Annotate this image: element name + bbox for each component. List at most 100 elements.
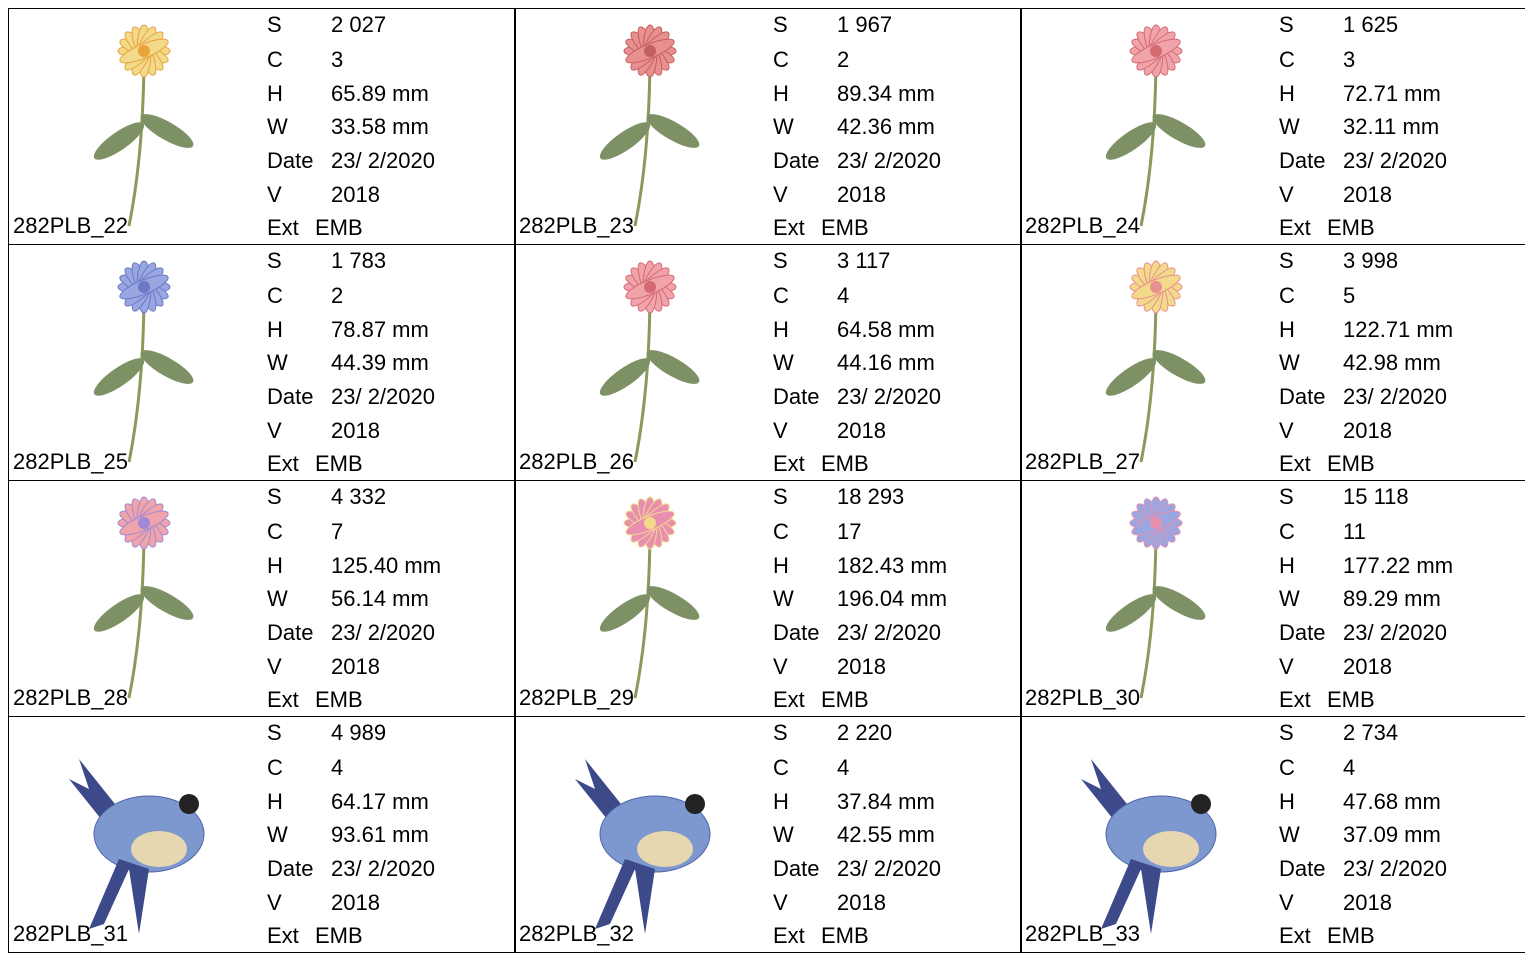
leaf [140, 350, 194, 384]
field-value: 2 734 [1343, 720, 1399, 745]
field-label: V [1279, 182, 1294, 207]
field-label: H [267, 553, 283, 578]
field-label: Ext [267, 687, 299, 712]
leaf [599, 594, 651, 632]
field-value: 2 027 [331, 12, 387, 37]
field-value: 4 [331, 755, 344, 780]
field-label: Date [1279, 148, 1326, 173]
field-value: 42.98 mm [1343, 350, 1441, 375]
field-value: 2 [331, 283, 344, 308]
field-value: EMB [821, 215, 869, 240]
field-label: C [1279, 283, 1295, 308]
field-value: 23/ 2/2020 [331, 620, 435, 645]
flower-center [138, 45, 150, 57]
field-value: 17 [837, 519, 862, 544]
leaf [93, 358, 145, 396]
design-name: 282PLB_23 [519, 213, 634, 238]
field-value: 23/ 2/2020 [1343, 856, 1447, 881]
field-value: 64.58 mm [837, 317, 935, 342]
field-label: H [267, 789, 283, 814]
design-preview [1105, 260, 1206, 463]
field-value: 23/ 2/2020 [837, 856, 941, 881]
field-value: EMB [1327, 215, 1375, 240]
field-label: H [267, 81, 283, 106]
tail [89, 859, 149, 934]
flower-center [1150, 517, 1162, 529]
design-name: 282PLB_22 [13, 213, 128, 238]
field-label: Ext [1279, 451, 1311, 476]
field-value: 72.71 mm [1343, 81, 1441, 106]
field-value: 2 220 [837, 720, 893, 745]
field-label: Ext [1279, 923, 1311, 948]
field-value: 64.17 mm [331, 789, 429, 814]
field-value: 23/ 2/2020 [331, 856, 435, 881]
field-value: 1 625 [1343, 12, 1399, 37]
field-label: W [267, 350, 288, 375]
field-label: Date [1279, 856, 1326, 881]
design-name: 282PLB_24 [1025, 213, 1140, 238]
design-cell: 282PLB_22 S 2 027 C 3 H 65.89 mm W 33.58 mm Date 2… [8, 8, 516, 245]
bird-belly [1143, 831, 1199, 867]
field-value: 3 117 [837, 248, 891, 273]
field-label: Date [773, 148, 820, 173]
leaf [1152, 586, 1206, 620]
field-value: 2018 [1343, 890, 1392, 915]
design-cell: 282PLB_27 S 3 998 C 5 H 122.71 mm W 42.98 mm Date… [1020, 244, 1525, 481]
design-cell: 282PLB_23 S 1 967 C 2 H 89.34 mm W 42.36 mm Date 2… [514, 8, 1022, 245]
field-label: W [267, 822, 288, 847]
field-label: S [1279, 12, 1294, 37]
design-cell: 282PLB_26 S 3 117 C 4 H 64.58 mm W 44.16 mm Date 2… [514, 244, 1022, 481]
leaf [1105, 122, 1157, 160]
design-cell: 282PLB_29 S 18 293 C 17 H 182.43 mm W 196.04 mm D… [514, 480, 1022, 717]
field-value: 3 [1343, 47, 1356, 72]
field-label: S [773, 248, 788, 273]
design-cell: 282PLB_30 S 15 118 C 11 H 177.22 mm W 89.29 mm Da… [1020, 480, 1525, 717]
field-value: 2018 [1343, 418, 1392, 443]
field-label: S [773, 720, 788, 745]
leaf [140, 586, 194, 620]
field-value: 23/ 2/2020 [1343, 620, 1447, 645]
field-value: 37.09 mm [1343, 822, 1441, 847]
field-label: H [773, 789, 789, 814]
field-label: W [773, 114, 794, 139]
field-value: 4 [837, 755, 850, 780]
field-value: 65.89 mm [331, 81, 429, 106]
flower-center [1150, 45, 1162, 57]
field-label: W [1279, 822, 1300, 847]
field-value: EMB [315, 923, 363, 948]
field-label: S [1279, 484, 1294, 509]
bird-belly [637, 831, 693, 867]
design-name: 282PLB_32 [519, 921, 634, 946]
field-value: EMB [821, 923, 869, 948]
field-value: 177.22 mm [1343, 553, 1454, 578]
design-preview [599, 496, 700, 699]
field-value: 2018 [837, 182, 886, 207]
field-value: 78.87 mm [331, 317, 429, 342]
flower-center [644, 517, 656, 529]
field-value: 11 [1343, 519, 1366, 544]
field-label: C [1279, 755, 1295, 780]
field-label: V [1279, 654, 1294, 679]
field-value: 2018 [1343, 654, 1392, 679]
field-label: Ext [1279, 215, 1311, 240]
design-cell: 282PLB_28 S 4 332 C 7 H 125.40 mm W 56.14 mm Date… [8, 480, 516, 717]
field-value: 23/ 2/2020 [837, 148, 941, 173]
field-label: V [267, 890, 282, 915]
field-label: Ext [773, 451, 805, 476]
field-label: S [1279, 720, 1294, 745]
field-value: 4 332 [331, 484, 387, 509]
leaf [646, 586, 700, 620]
field-label: C [267, 755, 283, 780]
field-label: V [267, 654, 282, 679]
field-label: H [773, 553, 789, 578]
field-label: W [773, 350, 794, 375]
field-value: 23/ 2/2020 [331, 384, 435, 409]
field-value: 125.40 mm [331, 553, 442, 578]
field-value: 3 [331, 47, 344, 72]
bird-belly [131, 831, 187, 867]
field-label: V [773, 418, 788, 443]
field-label: V [267, 418, 282, 443]
bird-head [1191, 794, 1211, 814]
field-label: V [1279, 890, 1294, 915]
